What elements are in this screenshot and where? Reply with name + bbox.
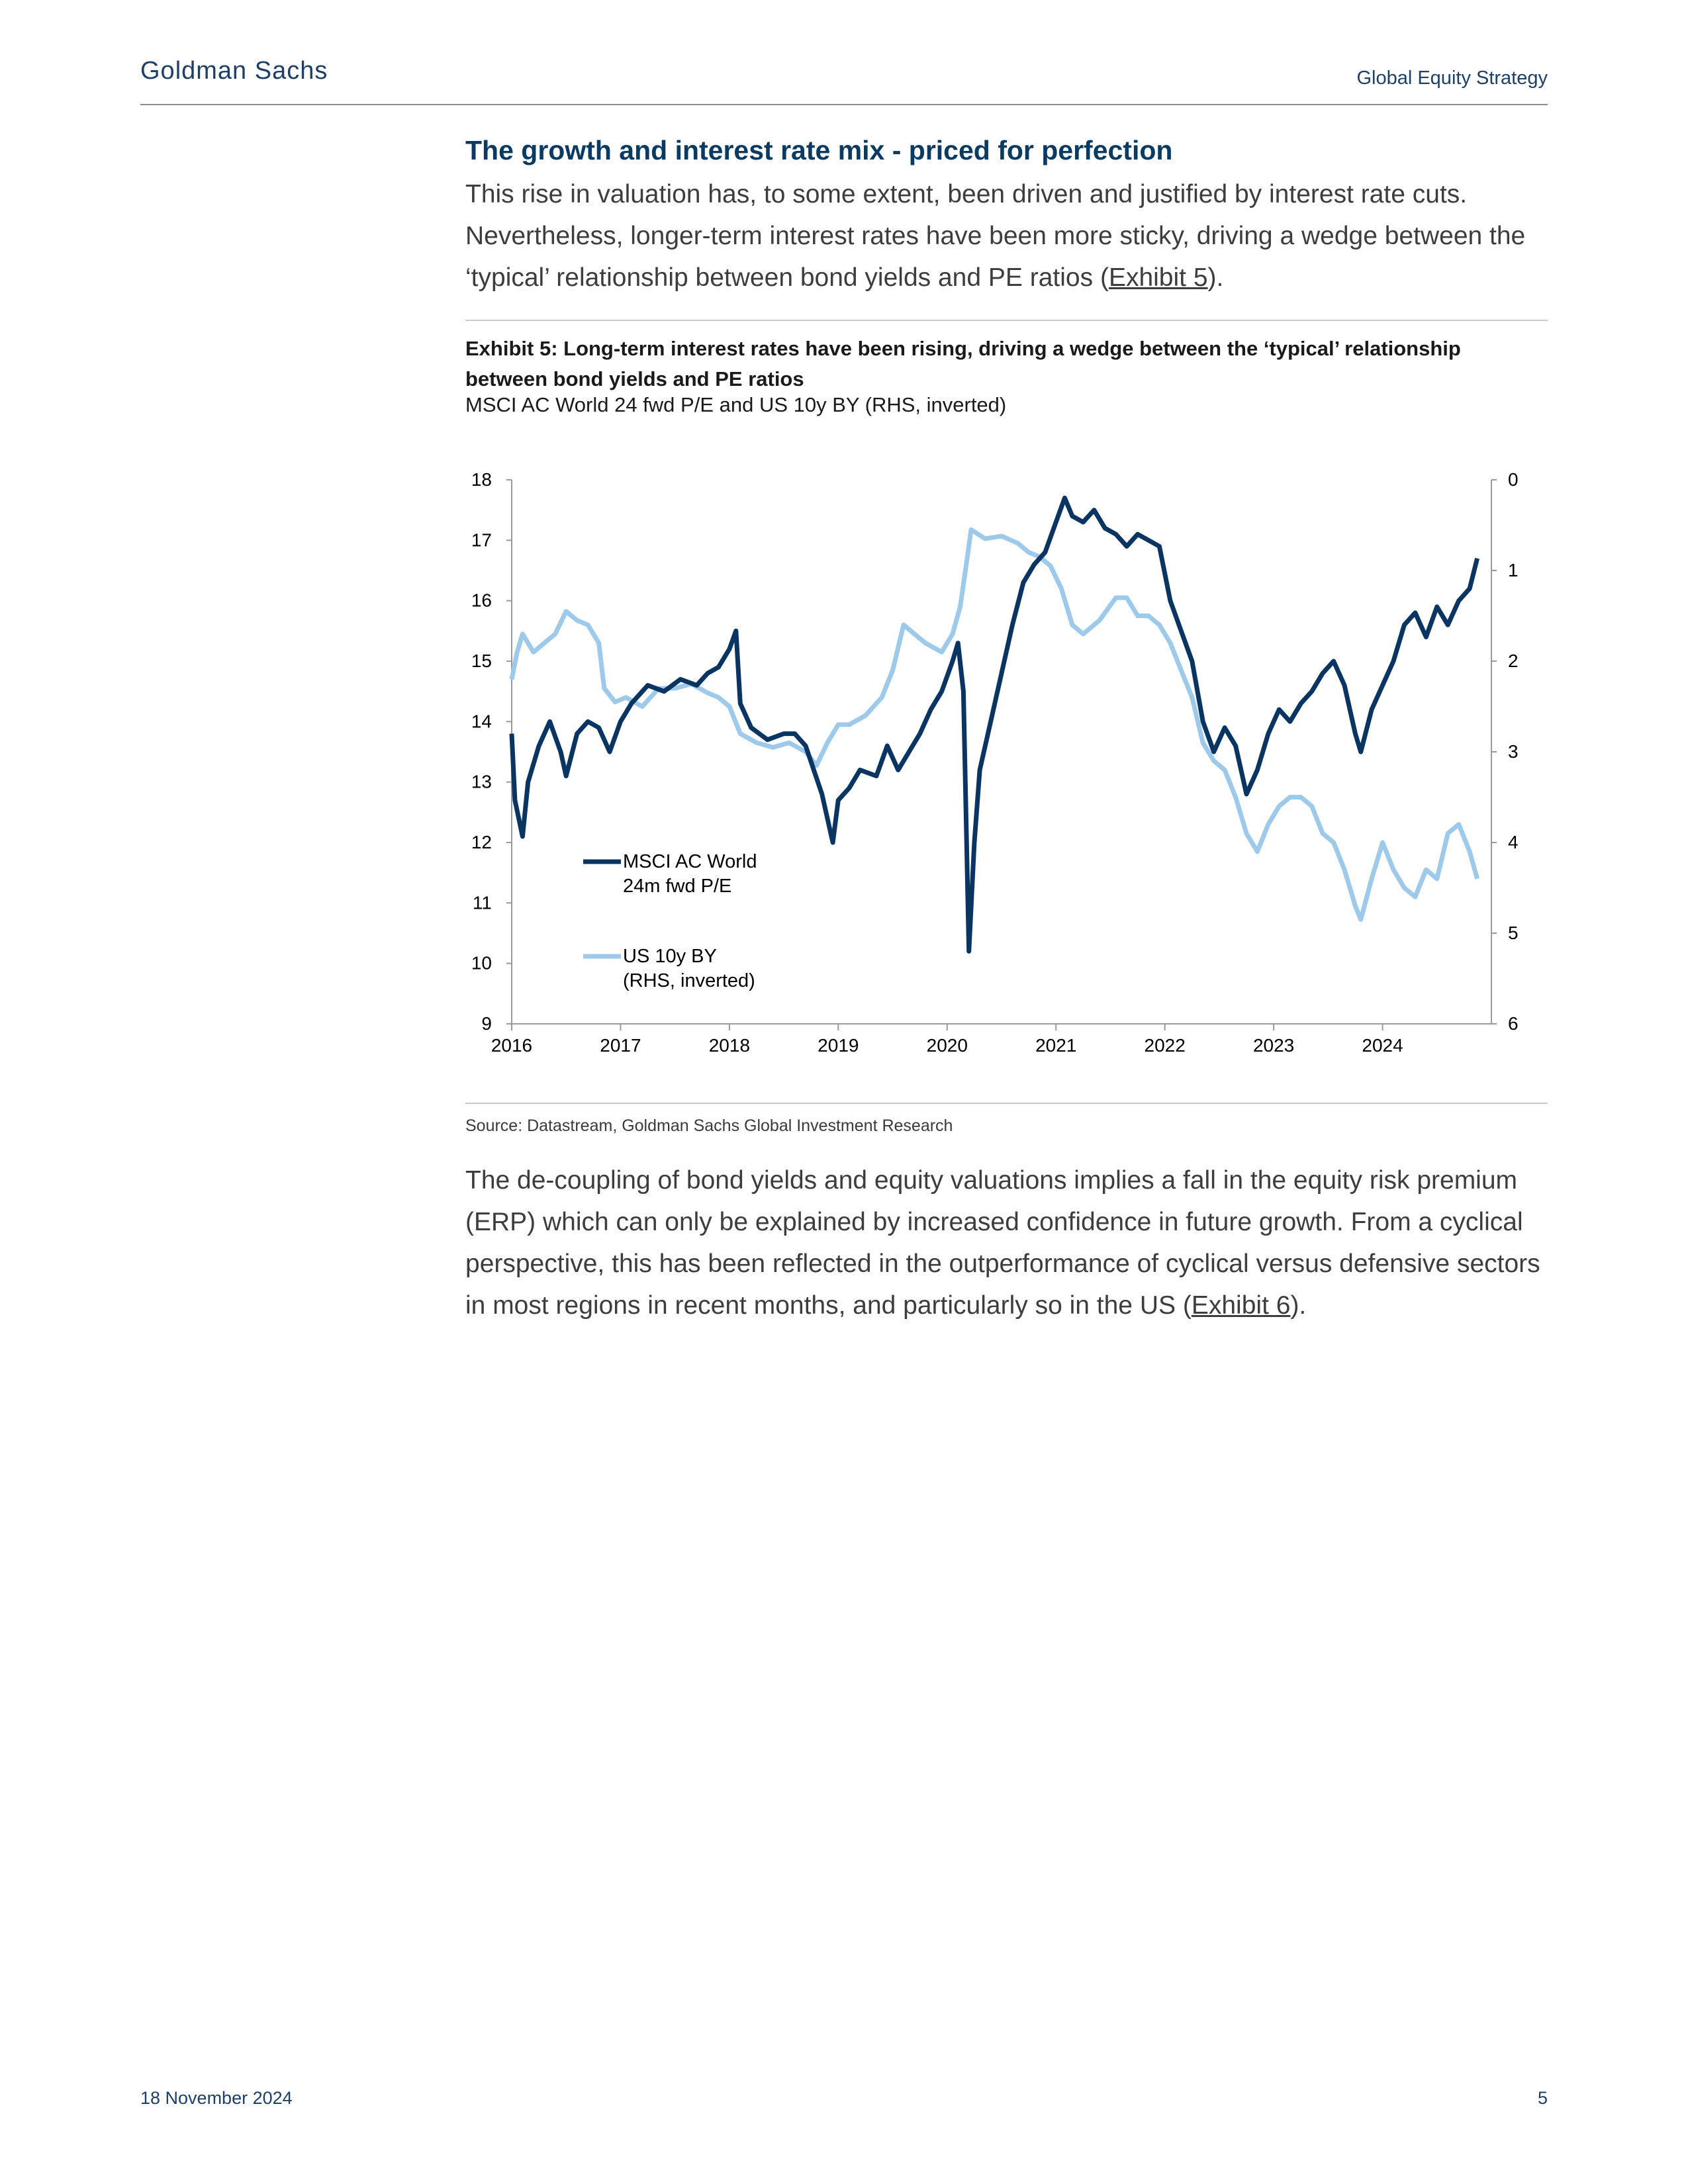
left-tick-label: 13 [471,772,492,792]
exhibit-6-link[interactable]: Exhibit 6 [1191,1291,1291,1320]
exhibit-bottom-rule [465,1103,1548,1104]
left-tick-label: 12 [471,832,492,852]
x-tick-label: 2017 [600,1035,641,1056]
left-tick-label: 15 [471,651,492,671]
x-tick-label: 2023 [1253,1035,1294,1056]
closing-paragraph: The de-coupling of bond yields and equit… [465,1160,1548,1326]
x-tick-label: 2016 [491,1035,532,1056]
x-tick-label: 2019 [818,1035,859,1056]
right-tick-label: 4 [1508,832,1519,852]
left-tick-label: 17 [471,529,492,550]
right-tick-label: 2 [1508,651,1519,671]
closing-text-start: The de-coupling of bond yields and equit… [465,1166,1540,1320]
intro-text-start: This rise in valuation has, to some exte… [465,180,1526,292]
brand-logo: Goldman Sachs [140,57,328,85]
page-number: 5 [1537,2088,1548,2108]
intro-paragraph: This rise in valuation has, to some exte… [465,173,1548,298]
right-tick-label: 5 [1508,923,1519,943]
header-rule [140,104,1548,105]
legend-label: 24m fwd P/E [623,876,731,897]
exhibit-subtitle: MSCI AC World 24 fwd P/E and US 10y BY (… [465,393,1007,416]
right-tick-label: 0 [1508,469,1519,490]
exhibit-title: Exhibit 5: Long-term interest rates have… [465,337,1461,390]
legend-label: US 10y BY [623,946,717,967]
exhibit-5-link[interactable]: Exhibit 5 [1108,263,1208,292]
footer-date: 18 November 2024 [140,2088,293,2108]
msci-pe-line [509,495,1479,954]
left-tick-label: 16 [471,590,492,611]
legend-label: MSCI AC World [623,851,757,872]
right-tick-label: 6 [1508,1013,1519,1034]
exhibit-source: Source: Datastream, Goldman Sachs Global… [465,1116,953,1135]
right-tick-label: 3 [1508,741,1519,762]
closing-text-end: ). [1290,1291,1307,1320]
exhibit-top-rule [465,320,1548,321]
x-tick-label: 2018 [709,1035,750,1056]
right-tick-label: 1 [1508,560,1519,580]
left-tick-label: 14 [471,711,492,731]
chart-lines [509,495,1479,954]
x-tick-label: 2022 [1145,1035,1186,1056]
chart-legend: MSCI AC World 24m fwd P/E US 10y BY (RHS, i… [583,851,757,991]
legend-label: (RHS, inverted) [623,970,755,991]
section-title: The growth and interest rate mix - price… [465,135,1173,165]
left-tick-label: 10 [471,953,492,974]
left-tick-label: 18 [471,469,492,490]
left-tick-label: 9 [481,1013,492,1034]
intro-text-end: ). [1207,263,1224,292]
report-name: Global Equity Strategy [1356,68,1548,89]
x-tick-label: 2020 [927,1035,968,1056]
x-tick-label: 2024 [1362,1035,1403,1056]
x-tick-label: 2021 [1035,1035,1076,1056]
left-tick-label: 11 [473,892,492,913]
